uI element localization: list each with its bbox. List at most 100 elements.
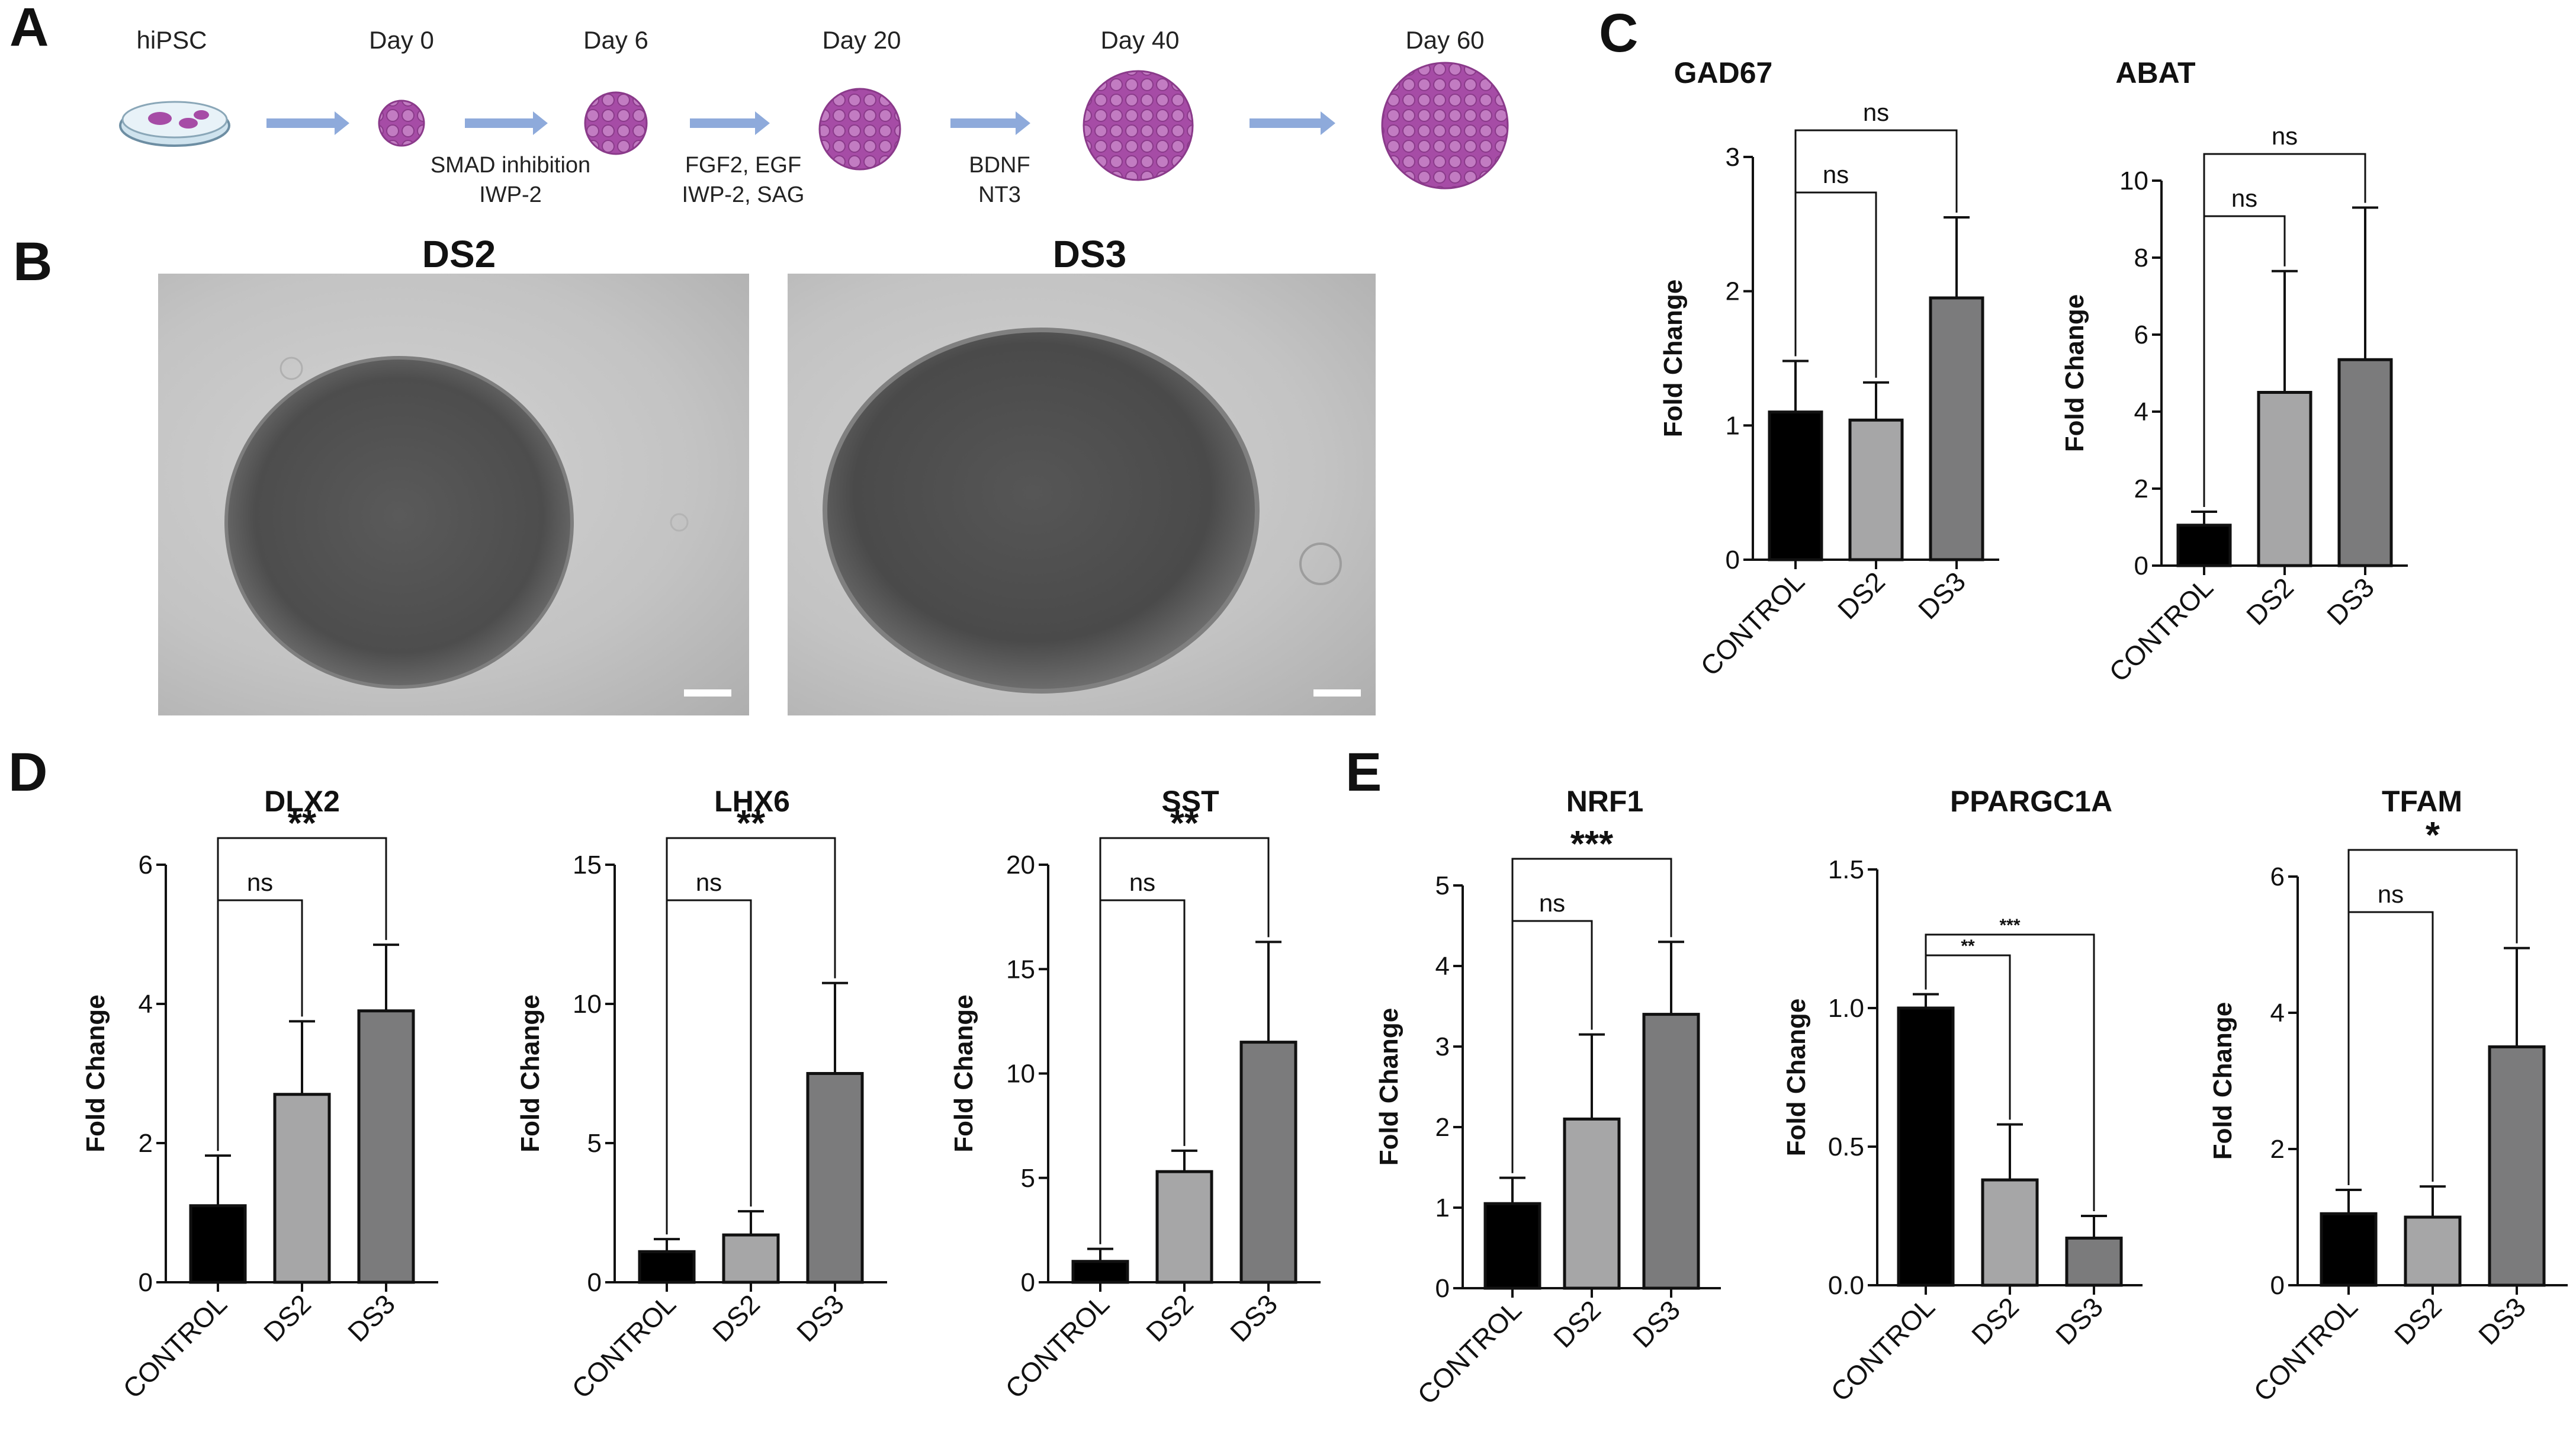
significance-label: *** bbox=[1999, 916, 2020, 935]
y-tick-label: 2 bbox=[2270, 1135, 2285, 1164]
stage-label-day20: Day 20 bbox=[822, 26, 901, 54]
y-axis-label: Fold Change bbox=[949, 994, 978, 1152]
bar-control bbox=[1071, 1260, 1129, 1284]
y-tick-label: 0.0 bbox=[1828, 1271, 1864, 1300]
y-tick-label: 5 bbox=[1435, 871, 1450, 900]
x-tick-label: CONTROL bbox=[1694, 566, 1810, 682]
x-tick-label: CONTROL bbox=[566, 1288, 682, 1404]
significance-label: ** bbox=[288, 803, 317, 844]
spheroid-ds3 bbox=[823, 328, 1260, 694]
chart-title: NRF1 bbox=[1566, 785, 1644, 818]
bar-ds3 bbox=[357, 1009, 415, 1284]
x-tick-label: DS3 bbox=[1912, 566, 1971, 625]
scale-bar bbox=[684, 689, 731, 697]
organoid-day0-icon bbox=[378, 100, 425, 147]
y-tick-label: 10 bbox=[1006, 1060, 1035, 1089]
micrograph-ds3 bbox=[788, 274, 1376, 715]
significance-bracket bbox=[1794, 129, 1958, 357]
significance-label: ** bbox=[1961, 936, 1975, 956]
y-tick-label: 3 bbox=[1435, 1032, 1450, 1061]
x-tick-label: DS3 bbox=[2321, 572, 2380, 631]
significance-bracket bbox=[666, 899, 752, 1235]
y-tick-label: 6 bbox=[139, 851, 153, 880]
chart-abat: ABAT Fold Change 0 2 4 6 8 10 CONTROL DS2 DS3 ns ns bbox=[2060, 56, 2408, 688]
bar-control bbox=[2176, 524, 2232, 567]
bar-control bbox=[1897, 1006, 1955, 1287]
y-tick-label: 10 bbox=[573, 990, 602, 1019]
x-tick-label: DS2 bbox=[1547, 1294, 1607, 1353]
bar-ds3 bbox=[2488, 1045, 2546, 1287]
treatment-bdnf: BDNF NT3 bbox=[969, 153, 1030, 207]
significance-label: ns bbox=[1129, 868, 1155, 896]
bar-ds2 bbox=[273, 1093, 331, 1284]
significance-bracket bbox=[2347, 849, 2518, 1185]
y-tick-label: 6 bbox=[2134, 320, 2148, 349]
x-tick-label: CONTROL bbox=[1411, 1294, 1527, 1410]
y-tick-label: 5 bbox=[1021, 1164, 1035, 1193]
chart-title: SST bbox=[1161, 785, 1219, 818]
significance-bracket bbox=[217, 837, 387, 1151]
chart-dlx2: DLX2 Fold Change 0 2 4 6 CONTROL DS2 DS3 ns ** bbox=[81, 785, 438, 1404]
bar-ds2 bbox=[1848, 418, 1904, 561]
arrow-icon bbox=[266, 111, 349, 135]
stage-label-day60: Day 60 bbox=[1405, 26, 1485, 54]
significance-label: ns bbox=[2378, 880, 2404, 908]
chart-nrf1: NRF1 Fold Change 0 1 2 3 4 5 CONTROL DS2 DS3 ns*** bbox=[1374, 785, 1721, 1410]
organoid-day20-icon bbox=[818, 88, 901, 171]
stage-label-day40: Day 40 bbox=[1100, 26, 1180, 54]
bar-ds3 bbox=[1929, 296, 1984, 561]
panel-letter-c: C bbox=[1599, 3, 1639, 63]
x-tick-label: CONTROL bbox=[117, 1288, 233, 1404]
y-tick-label: 4 bbox=[2270, 999, 2285, 1028]
y-tick-label: 5 bbox=[587, 1129, 602, 1158]
bar-control bbox=[638, 1250, 696, 1284]
arrow-icon bbox=[465, 111, 548, 135]
y-axis-label: Fold Change bbox=[1782, 999, 1811, 1156]
y-tick-label: 0 bbox=[1726, 545, 1740, 575]
bar-ds3 bbox=[1642, 1013, 1700, 1290]
spheroid-ds2 bbox=[224, 356, 574, 689]
y-tick-label: 2 bbox=[139, 1129, 153, 1158]
x-tick-label: CONTROL bbox=[1825, 1291, 1941, 1407]
organoid-day60-icon bbox=[1381, 62, 1509, 190]
significance-label: * bbox=[2426, 815, 2440, 856]
y-tick-label: 2 bbox=[2134, 474, 2148, 503]
y-tick-label: 1.0 bbox=[1828, 994, 1864, 1023]
x-tick-label: DS2 bbox=[258, 1288, 317, 1347]
significance-label: ns bbox=[1823, 161, 1849, 188]
bar-control bbox=[1483, 1202, 1541, 1290]
arrow-icon bbox=[690, 111, 770, 135]
y-tick-label: 0 bbox=[1021, 1268, 1035, 1297]
y-tick-label: 1 bbox=[1726, 411, 1740, 440]
x-tick-label: DS3 bbox=[2472, 1291, 2532, 1350]
bar-ds2 bbox=[1981, 1178, 2039, 1287]
y-axis-label: Fold Change bbox=[1659, 280, 1688, 437]
y-tick-label: 4 bbox=[139, 990, 153, 1019]
micrograph-ds2 bbox=[158, 274, 749, 715]
y-tick-label: 0 bbox=[139, 1268, 153, 1297]
chart-title: LHX6 bbox=[714, 785, 790, 818]
bar-ds3 bbox=[2065, 1236, 2123, 1287]
y-tick-label: 4 bbox=[1435, 952, 1450, 981]
treatment-smad: SMAD inhibition IWP-2 bbox=[430, 153, 591, 207]
bar-ds2 bbox=[722, 1233, 780, 1284]
timeline-graphics bbox=[119, 62, 1509, 190]
x-tick-label: DS2 bbox=[2240, 572, 2299, 631]
significance-label: ns bbox=[696, 868, 722, 896]
y-axis-label: Fold Change bbox=[1374, 1008, 1403, 1166]
y-tick-label: 0.5 bbox=[1828, 1132, 1864, 1161]
y-tick-label: 20 bbox=[1006, 851, 1035, 880]
y-tick-label: 2 bbox=[1435, 1113, 1450, 1142]
bar-ds2 bbox=[2257, 391, 2312, 567]
x-tick-label: DS2 bbox=[2388, 1291, 2447, 1350]
bar-ds3 bbox=[806, 1072, 864, 1284]
chart-ppargc1a: PPARGC1A Fold Change 0.0 0.5 1.0 1.5 CONTROL DS… bbox=[1782, 785, 2143, 1407]
y-tick-label: 1.5 bbox=[1828, 855, 1864, 884]
significance-bracket bbox=[1099, 837, 1270, 1244]
arrow-icon bbox=[1250, 111, 1335, 135]
significance-label: ns bbox=[2231, 184, 2257, 212]
micrograph-title-ds3: DS3 bbox=[1052, 233, 1127, 275]
stage-label-day0: Day 0 bbox=[369, 26, 434, 54]
significance-label: *** bbox=[1570, 824, 1614, 865]
micrograph-title-ds2: DS2 bbox=[422, 233, 496, 275]
